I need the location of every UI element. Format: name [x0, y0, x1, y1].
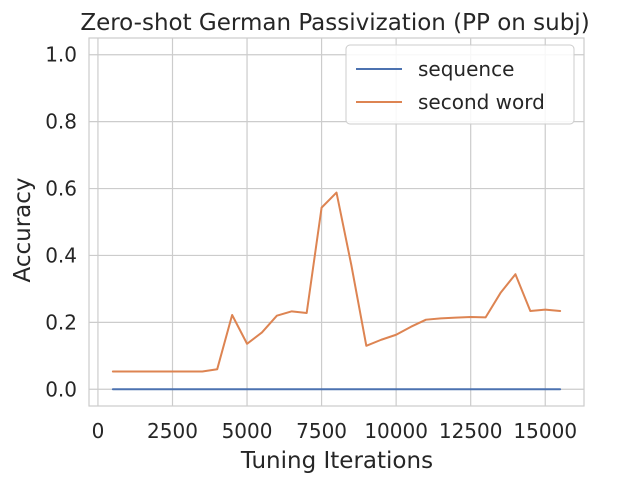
series-line-second-word — [111, 191, 562, 373]
x-axis-label: Tuning Iterations — [240, 448, 433, 474]
x-tick-label: 2500 — [147, 419, 198, 443]
legend-label-second-word: second word — [418, 90, 545, 114]
x-tick-label: 7500 — [296, 419, 347, 443]
y-tick-label: 0.8 — [45, 110, 77, 134]
tick-labels: 0 2500 5000 7500 10000 12500 15000 0.0 0.2 0.4 0.6… — [45, 43, 577, 443]
x-tick-label: 0 — [92, 419, 105, 443]
x-tick-label: 12500 — [439, 419, 503, 443]
y-tick-label: 0.0 — [45, 377, 77, 401]
legend: sequence second word — [345, 44, 575, 125]
legend-label-sequence: sequence — [418, 57, 514, 81]
x-tick-label: 5000 — [222, 419, 273, 443]
y-tick-label: 0.4 — [45, 243, 77, 267]
plot-area-frame — [88, 37, 585, 407]
x-tick-label: 15000 — [513, 419, 577, 443]
y-axis-label: Accuracy — [10, 177, 36, 282]
chart-title: Zero-shot German Passivization (PP on su… — [80, 10, 589, 36]
legend-box — [345, 44, 575, 125]
series-lines — [111, 191, 562, 391]
y-tick-label: 1.0 — [45, 43, 77, 67]
x-tick-label: 10000 — [364, 419, 428, 443]
y-tick-label: 0.6 — [45, 177, 77, 201]
y-tick-label: 0.2 — [45, 310, 77, 334]
